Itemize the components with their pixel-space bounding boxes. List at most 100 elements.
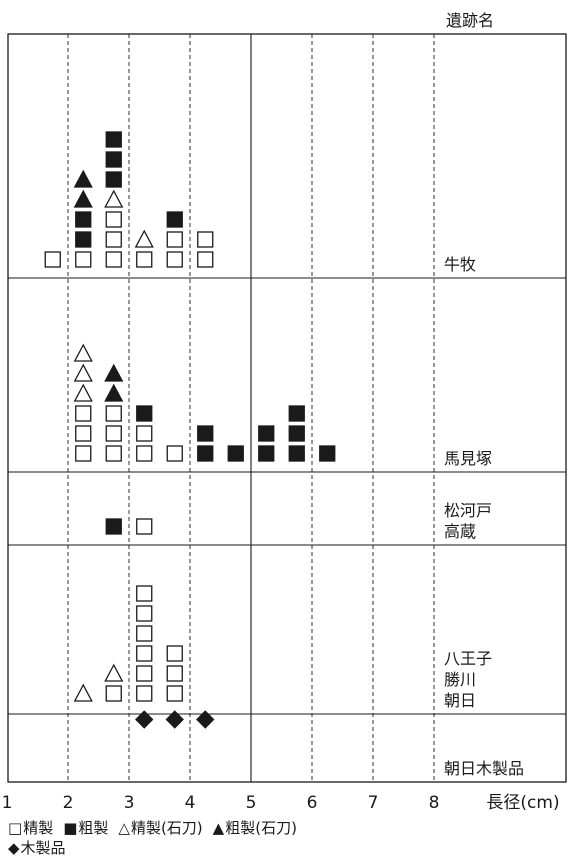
marker-triangle-filled [104, 383, 124, 402]
legend-item: ▲粗製(石刀) [213, 819, 297, 837]
site-label: 松河戸 [444, 501, 492, 520]
x-tick-label: 8 [429, 793, 440, 813]
marker-square-filled [197, 425, 214, 442]
marker-square-open [105, 251, 122, 268]
legend-item: ■粗製 [63, 819, 108, 837]
marker-square-open [136, 605, 153, 622]
marker-square-open [75, 251, 92, 268]
marker-square-filled [197, 445, 214, 462]
marker-triangle-filled [73, 169, 93, 188]
x-tick-label: 1 [2, 793, 13, 813]
site-label: 朝日木製品 [444, 759, 524, 778]
marker-square-filled [105, 171, 122, 188]
marker-triangle-open [73, 343, 93, 362]
marker-square-open [75, 425, 92, 442]
marker-square-filled [319, 445, 336, 462]
marker-square-open [166, 445, 183, 462]
marker-square-filled [75, 231, 92, 248]
legend-item: □精製 [8, 819, 53, 837]
plot-frame [7, 33, 567, 783]
marker-square-open [44, 251, 61, 268]
marker-square-open [75, 405, 92, 422]
marker-square-filled [288, 445, 305, 462]
marker-square-open [197, 231, 214, 248]
site-label: 朝日 [444, 691, 476, 710]
marker-diamond [165, 710, 184, 729]
legend-label: 精製(石刀) [130, 819, 203, 837]
x-tick-labels: 1 2 3 4 5 6 7 8 [2, 793, 440, 813]
x-axis-label: 長径(cm) [486, 793, 559, 813]
legend-symbol-icon: ▲ [212, 819, 225, 837]
marker-square-filled [288, 425, 305, 442]
legend-label: 木製品 [20, 839, 66, 857]
marker-square-open [136, 585, 153, 602]
site-name-header: 遺跡名 [446, 11, 494, 30]
site-label: 牛牧 [444, 255, 476, 274]
marker-square-open [197, 251, 214, 268]
marker-square-open [105, 685, 122, 702]
marker-square-open [105, 425, 122, 442]
marker-square-filled [227, 445, 244, 462]
legend-row: ◆木製品 [8, 838, 307, 858]
site-label: 勝川 [444, 670, 476, 689]
legend-item: △精製(石刀) [118, 819, 202, 837]
marker-square-filled [288, 405, 305, 422]
x-tick-label: 3 [124, 793, 135, 813]
marker-square-open [136, 645, 153, 662]
x-tick-label: 7 [368, 793, 379, 813]
marker-triangle-filled [104, 363, 124, 382]
legend-symbol-icon: □ [8, 819, 23, 837]
marker-square-open [166, 231, 183, 248]
marker-square-open [136, 425, 153, 442]
marker-square-open [166, 685, 183, 702]
legend-row: □精製 ■粗製 △精製(石刀) ▲粗製(石刀) [8, 818, 307, 838]
grid-lines [67, 34, 435, 782]
marker-square-open [105, 211, 122, 228]
legend-item: ◆木製品 [8, 839, 66, 857]
site-label: 八王子 [444, 649, 492, 668]
marker-square-open [166, 665, 183, 682]
marker-square-open [105, 231, 122, 248]
marker-square-filled [258, 445, 275, 462]
site-label: 馬見塚 [444, 449, 492, 468]
legend-label: 粗製(石刀) [225, 819, 297, 837]
marker-square-filled [105, 151, 122, 168]
marker-triangle-open [73, 683, 93, 702]
marker-triangle-open [73, 383, 93, 402]
marker-diamond [196, 710, 215, 729]
marker-triangle-filled [73, 189, 93, 208]
legend-label: 粗製 [78, 819, 109, 837]
marker-triangle-open [104, 189, 124, 208]
marker-triangle-open [104, 663, 124, 682]
legend: □精製 ■粗製 △精製(石刀) ▲粗製(石刀) ◆木製品 [8, 818, 307, 858]
data-marks [44, 131, 336, 729]
marker-square-open [136, 625, 153, 642]
marker-square-filled [166, 211, 183, 228]
marker-square-open [136, 518, 153, 535]
marker-triangle-open [73, 363, 93, 382]
x-tick-label: 4 [185, 793, 196, 813]
marker-square-open [136, 251, 153, 268]
x-tick-label: 5 [246, 793, 257, 813]
marker-square-filled [105, 131, 122, 148]
marker-square-open [105, 405, 122, 422]
marker-square-open [166, 251, 183, 268]
marker-square-filled [105, 518, 122, 535]
marker-square-filled [136, 405, 153, 422]
legend-label: 精製 [23, 819, 54, 837]
marker-square-open [166, 645, 183, 662]
legend-symbol-icon: △ [118, 819, 130, 837]
frame-border [7, 33, 567, 783]
legend-symbol-icon: ■ [63, 819, 78, 837]
site-label: 高蔵 [444, 522, 476, 541]
legend-symbol-icon: ◆ [8, 839, 20, 857]
marker-square-open [75, 445, 92, 462]
marker-square-filled [258, 425, 275, 442]
x-tick-label: 2 [63, 793, 74, 813]
marker-square-open [136, 685, 153, 702]
x-tick-label: 6 [307, 793, 318, 813]
marker-diamond [135, 710, 154, 729]
marker-square-open [105, 445, 122, 462]
